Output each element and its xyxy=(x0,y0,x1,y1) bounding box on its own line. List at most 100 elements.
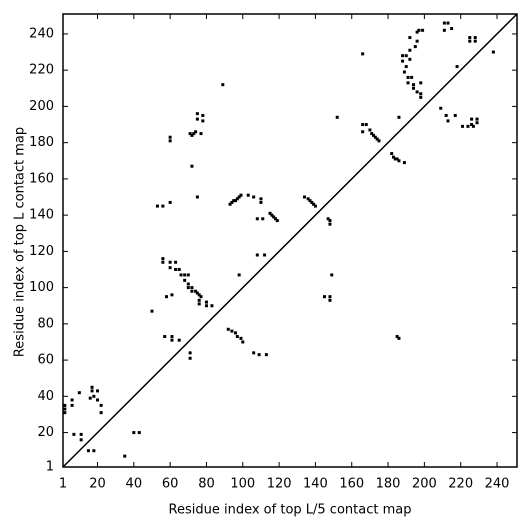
contact-point xyxy=(408,36,412,40)
x-tick-label: 40 xyxy=(126,477,143,492)
contact-point xyxy=(450,26,454,30)
contact-point xyxy=(186,286,190,290)
contact-point xyxy=(419,81,423,85)
contact-point xyxy=(177,338,181,342)
y-tick-label: 40 xyxy=(37,389,54,404)
contact-point xyxy=(310,200,314,204)
contact-point xyxy=(168,135,172,139)
contact-point xyxy=(446,21,450,25)
y-tick-label: 120 xyxy=(29,244,54,259)
contact-point xyxy=(361,52,365,56)
contact-point xyxy=(199,295,203,299)
contact-point xyxy=(204,304,208,308)
contact-point xyxy=(190,289,194,293)
y-tick-label: 240 xyxy=(29,26,54,41)
contact-point xyxy=(272,215,276,219)
contact-point xyxy=(404,65,408,69)
contact-point xyxy=(313,204,317,208)
contact-point xyxy=(268,211,272,215)
contact-point xyxy=(132,431,136,435)
contact-point xyxy=(150,309,154,313)
contact-point xyxy=(90,389,94,393)
contact-point xyxy=(183,278,187,282)
contact-point xyxy=(392,155,396,159)
contact-point xyxy=(491,50,495,54)
contact-point xyxy=(79,432,83,436)
contact-point xyxy=(195,112,199,116)
contact-point xyxy=(234,199,238,203)
contact-point xyxy=(195,291,199,295)
contact-point xyxy=(137,431,141,435)
contact-point xyxy=(239,193,243,197)
contact-point xyxy=(210,304,214,308)
contact-point xyxy=(417,28,421,32)
contact-point xyxy=(197,293,201,297)
contact-point xyxy=(402,161,406,165)
contact-point xyxy=(161,204,165,208)
diagonal xyxy=(62,13,518,468)
contact-point xyxy=(415,30,419,34)
contact-point xyxy=(190,286,194,290)
contact-point xyxy=(197,302,201,306)
contact-point xyxy=(230,329,234,333)
contact-point xyxy=(194,130,198,134)
contact-point xyxy=(306,197,310,201)
contact-point xyxy=(168,139,172,143)
contact-point xyxy=(190,164,194,168)
contact-point xyxy=(96,389,100,393)
contact-point xyxy=(174,267,178,271)
contact-point xyxy=(259,200,263,204)
contact-point xyxy=(390,152,394,156)
y-tick-label: 20 xyxy=(37,425,54,440)
contact-point xyxy=(328,298,332,302)
contact-point xyxy=(88,396,92,400)
contact-point xyxy=(455,65,459,69)
contact-point xyxy=(397,115,401,119)
contact-point xyxy=(335,115,339,119)
contact-point xyxy=(444,113,448,117)
contact-point xyxy=(397,336,401,340)
contact-point xyxy=(270,213,274,217)
contact-point xyxy=(446,119,450,123)
y-tick-label: 1 xyxy=(46,460,54,475)
contact-point xyxy=(473,39,477,43)
y-tick-label: 100 xyxy=(29,280,54,295)
contact-point xyxy=(273,217,277,221)
contact-point xyxy=(92,394,96,398)
contact-point xyxy=(373,135,377,139)
contact-point xyxy=(63,407,67,411)
contact-point xyxy=(415,90,419,94)
contact-point xyxy=(261,217,265,221)
contact-point xyxy=(257,353,261,357)
contact-point xyxy=(470,123,474,127)
y-axis-label: Residue index of top L contact map xyxy=(13,127,28,357)
contact-point xyxy=(263,253,267,257)
contact-point xyxy=(453,113,457,117)
contact-point xyxy=(197,298,201,302)
contact-point xyxy=(170,338,174,342)
contact-point xyxy=(408,48,412,52)
contact-point xyxy=(312,202,316,206)
contact-point xyxy=(165,295,169,299)
x-tick-label: 20 xyxy=(89,477,106,492)
contact-point xyxy=(161,257,165,261)
y-tick-label: 80 xyxy=(37,316,54,331)
contact-point xyxy=(163,335,167,339)
contact-point xyxy=(170,335,174,339)
contact-point xyxy=(408,57,412,61)
x-tick-label: 1 xyxy=(59,477,67,492)
contact-point xyxy=(63,411,67,415)
contact-point xyxy=(323,295,327,299)
contact-point xyxy=(70,398,74,402)
contact-point xyxy=(372,133,376,137)
contact-point xyxy=(188,351,192,355)
contact-point xyxy=(168,200,172,204)
contact-point xyxy=(255,253,259,257)
contact-point xyxy=(411,83,415,87)
contact-point xyxy=(259,197,263,201)
contact-point xyxy=(161,260,165,264)
y-tick-label: 160 xyxy=(29,171,54,186)
x-tick-label: 120 xyxy=(267,477,292,492)
contact-point xyxy=(174,260,178,264)
contact-point xyxy=(177,267,181,271)
